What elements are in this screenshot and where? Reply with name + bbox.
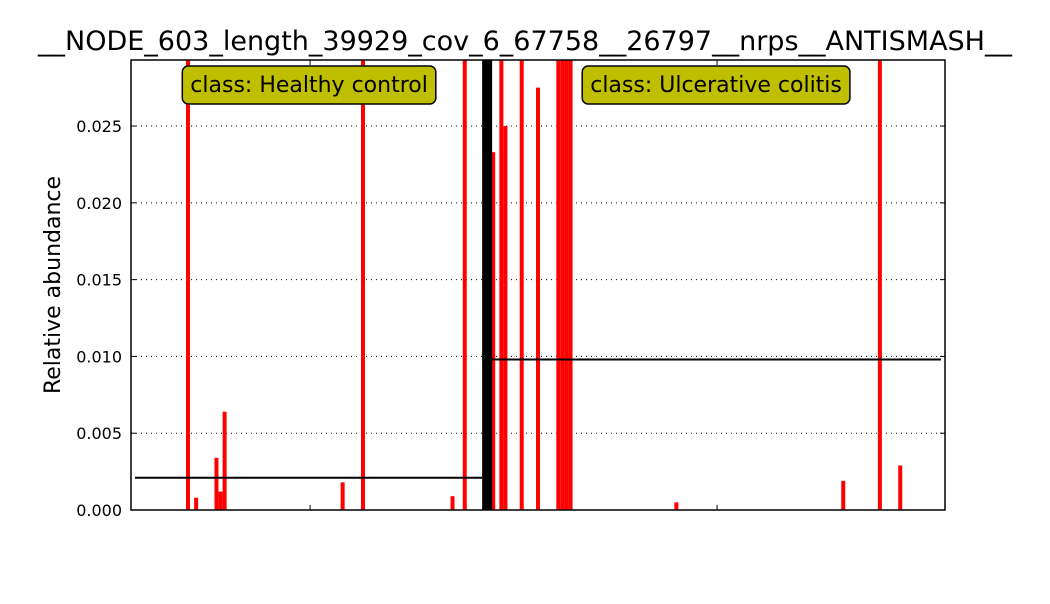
bar [462, 60, 467, 510]
class-label-text: class: Ulcerative colitis [590, 73, 842, 98]
bar [214, 457, 219, 510]
bar [536, 87, 540, 510]
y-tick-label: 0.025 [76, 117, 122, 136]
bar [877, 60, 882, 510]
bar [674, 502, 679, 510]
bar [519, 60, 524, 510]
class-label-box [581, 65, 851, 105]
bar [898, 465, 903, 510]
bar [841, 480, 846, 510]
class-divider [482, 60, 493, 510]
axes-layer: 0.000 0.005 0.010 0.015 0.020 0.025 [76, 59, 946, 520]
y-axis-label: Relative abundance [41, 176, 66, 394]
y-tick-label: 0.015 [76, 271, 122, 290]
bar [560, 60, 565, 510]
chart-title: __NODE_603_length_39929_cov_6_67758__267… [37, 26, 1012, 57]
y-tick-label: 0.020 [76, 194, 122, 213]
bar [194, 497, 199, 510]
means-layer [135, 358, 941, 479]
y-tick-label: 0.005 [76, 424, 122, 443]
bar [491, 152, 496, 510]
bar [503, 126, 508, 510]
bars-layer [185, 60, 903, 510]
y-tick-label: 0.010 [76, 347, 122, 366]
bar [222, 411, 227, 510]
bar [499, 60, 504, 510]
bar [556, 60, 561, 510]
bar [450, 496, 455, 510]
bar [564, 60, 569, 510]
class-label-box [181, 65, 437, 105]
class-label: class: Ulcerative colitis [581, 65, 851, 105]
labels-layer: class: Healthy control class: Ulcerative … [181, 65, 851, 105]
y-tick-label: 0.000 [76, 501, 122, 520]
bar [568, 60, 573, 510]
plot-frame [130, 59, 946, 511]
class-label: class: Healthy control [181, 65, 437, 105]
bar [218, 491, 223, 510]
class-label-text: class: Healthy control [190, 73, 428, 98]
bar [360, 60, 365, 510]
bar [340, 482, 345, 510]
bar [185, 60, 190, 510]
